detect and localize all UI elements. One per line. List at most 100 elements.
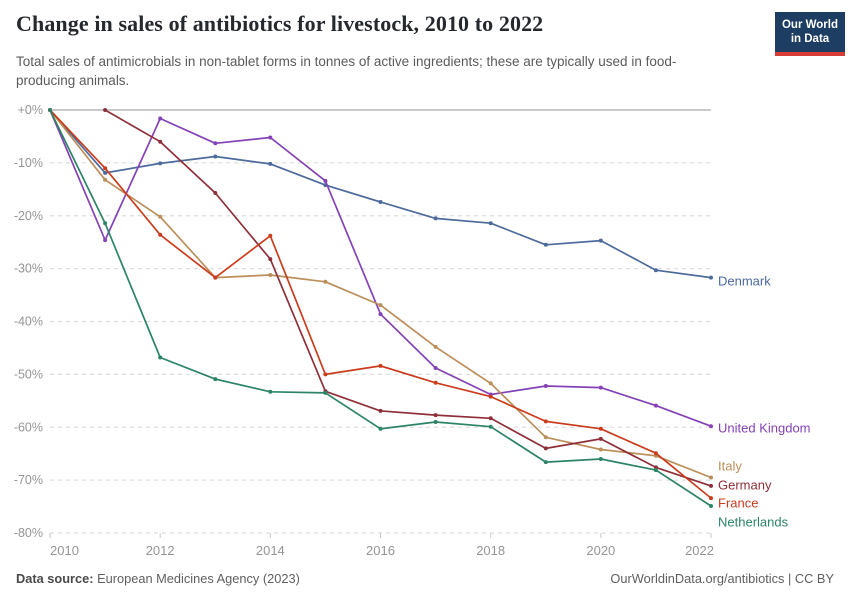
data-point-denmark[interactable] xyxy=(543,242,548,247)
data-point-united-kingdom[interactable] xyxy=(158,116,163,121)
data-point-united-kingdom[interactable] xyxy=(433,366,438,370)
data-point-italy[interactable] xyxy=(378,303,383,308)
data-point-germany[interactable] xyxy=(158,139,163,144)
data-point-germany[interactable] xyxy=(709,483,713,488)
data-point-netherlands[interactable] xyxy=(103,221,108,226)
data-source: Data source: European Medicines Agency (… xyxy=(16,571,300,586)
data-point-italy[interactable] xyxy=(543,435,548,440)
owid-logo-line2: in Data xyxy=(790,33,830,46)
data-point-germany[interactable] xyxy=(103,108,108,112)
data-point-france[interactable] xyxy=(158,232,163,237)
data-point-france[interactable] xyxy=(213,275,218,280)
data-point-italy[interactable] xyxy=(268,273,273,277)
owid-logo-line1: Our World xyxy=(781,19,838,31)
data-point-denmark[interactable] xyxy=(488,221,493,226)
data-point-denmark[interactable] xyxy=(598,238,603,243)
data-point-france[interactable] xyxy=(433,380,438,385)
credit-line[interactable]: OurWorldinData.org/antibiotics | CC BY xyxy=(610,571,834,586)
data-point-italy[interactable] xyxy=(433,344,438,349)
data-point-netherlands[interactable] xyxy=(598,457,603,461)
data-point-netherlands[interactable] xyxy=(268,389,273,394)
data-point-united-kingdom[interactable] xyxy=(653,403,658,408)
data-point-france[interactable] xyxy=(103,166,108,171)
data-point-denmark[interactable] xyxy=(709,275,713,280)
data-point-netherlands[interactable] xyxy=(433,420,438,424)
data-point-united-kingdom[interactable] xyxy=(598,385,603,390)
data-point-germany[interactable] xyxy=(543,446,548,451)
data-point-united-kingdom[interactable] xyxy=(103,238,108,243)
data-point-netherlands[interactable] xyxy=(378,426,383,431)
data-point-denmark[interactable] xyxy=(433,216,438,221)
data-point-united-kingdom[interactable] xyxy=(323,178,328,183)
y-axis-label: -10% xyxy=(14,156,43,170)
data-point-germany[interactable] xyxy=(213,191,218,195)
data-point-france[interactable] xyxy=(378,363,383,368)
series-label-germany[interactable]: Germany xyxy=(718,477,772,492)
data-point-italy[interactable] xyxy=(598,447,603,452)
data-point-france[interactable] xyxy=(488,394,493,399)
data-point-denmark[interactable] xyxy=(158,161,163,166)
y-axis-label: +0% xyxy=(18,103,43,117)
data-point-germany[interactable] xyxy=(268,257,273,262)
series-label-united-kingdom[interactable]: United Kingdom xyxy=(718,420,811,435)
series-label-italy[interactable]: Italy xyxy=(718,458,742,473)
line-netherlands[interactable] xyxy=(49,109,712,507)
series-label-netherlands[interactable]: Netherlands xyxy=(718,514,789,529)
series-label-denmark[interactable]: Denmark xyxy=(718,273,771,288)
x-axis-label: 2020 xyxy=(586,543,615,555)
data-point-germany[interactable] xyxy=(378,408,383,413)
data-point-denmark[interactable] xyxy=(103,170,108,175)
data-point-denmark[interactable] xyxy=(653,268,658,273)
line-germany[interactable] xyxy=(104,109,712,487)
data-point-italy[interactable] xyxy=(709,475,713,480)
chart-subtitle: Total sales of antimicrobials in non-tab… xyxy=(16,54,677,89)
data-point-united-kingdom[interactable] xyxy=(213,141,218,146)
data-point-netherlands[interactable] xyxy=(158,355,163,360)
data-point-netherlands[interactable] xyxy=(543,460,548,465)
x-axis-label: 2012 xyxy=(146,543,175,555)
data-point-netherlands[interactable] xyxy=(488,424,493,429)
data-point-france[interactable] xyxy=(543,419,548,424)
y-axis-label: -20% xyxy=(14,209,43,223)
data-point-denmark[interactable] xyxy=(378,200,383,204)
x-axis-label: 2016 xyxy=(366,543,395,555)
data-point-netherlands[interactable] xyxy=(323,390,328,395)
data-source-label: Data source: xyxy=(16,571,94,586)
data-point-denmark[interactable] xyxy=(213,154,218,159)
x-axis-label: 2018 xyxy=(476,543,505,555)
data-point-france[interactable] xyxy=(709,496,713,501)
owid-logo[interactable]: Our World in Data xyxy=(775,12,845,56)
data-point-france[interactable] xyxy=(268,233,273,238)
data-point-germany[interactable] xyxy=(598,436,603,441)
data-point-united-kingdom[interactable] xyxy=(378,312,383,317)
line-chart: +0% -10% -20% -30% -40% -50% -60% -70% -80% 2010 2… xyxy=(14,103,811,555)
data-point-italy[interactable] xyxy=(158,214,163,219)
data-point-united-kingdom[interactable] xyxy=(709,424,713,429)
y-axis-label: -50% xyxy=(14,367,43,381)
data-point-italy[interactable] xyxy=(488,381,493,386)
data-point-netherlands[interactable] xyxy=(709,504,713,508)
data-point-france[interactable] xyxy=(653,451,658,456)
x-axis-label: 2022 xyxy=(685,543,714,555)
x-axis-label: 2014 xyxy=(256,543,285,555)
y-axis-label: -30% xyxy=(14,262,43,276)
series-label-france[interactable]: France xyxy=(718,495,758,510)
data-point-netherlands[interactable] xyxy=(213,377,218,382)
y-axis-label: -70% xyxy=(14,473,43,487)
data-point-italy[interactable] xyxy=(103,177,108,182)
data-point-netherlands[interactable] xyxy=(48,108,52,112)
data-point-france[interactable] xyxy=(323,372,328,377)
data-point-france[interactable] xyxy=(598,426,603,431)
data-point-netherlands[interactable] xyxy=(653,468,658,473)
data-point-united-kingdom[interactable] xyxy=(543,384,548,388)
data-point-germany[interactable] xyxy=(433,413,438,418)
chart-footer: Data source: European Medicines Agency (… xyxy=(16,571,834,586)
data-point-italy[interactable] xyxy=(323,279,328,284)
data-point-united-kingdom[interactable] xyxy=(268,135,273,140)
chart-title: Change in sales of antibiotics for lives… xyxy=(16,11,544,36)
y-axis-label: -40% xyxy=(14,315,43,329)
y-axis-label: -80% xyxy=(14,526,43,540)
data-point-germany[interactable] xyxy=(488,416,493,421)
data-point-denmark[interactable] xyxy=(268,161,273,166)
